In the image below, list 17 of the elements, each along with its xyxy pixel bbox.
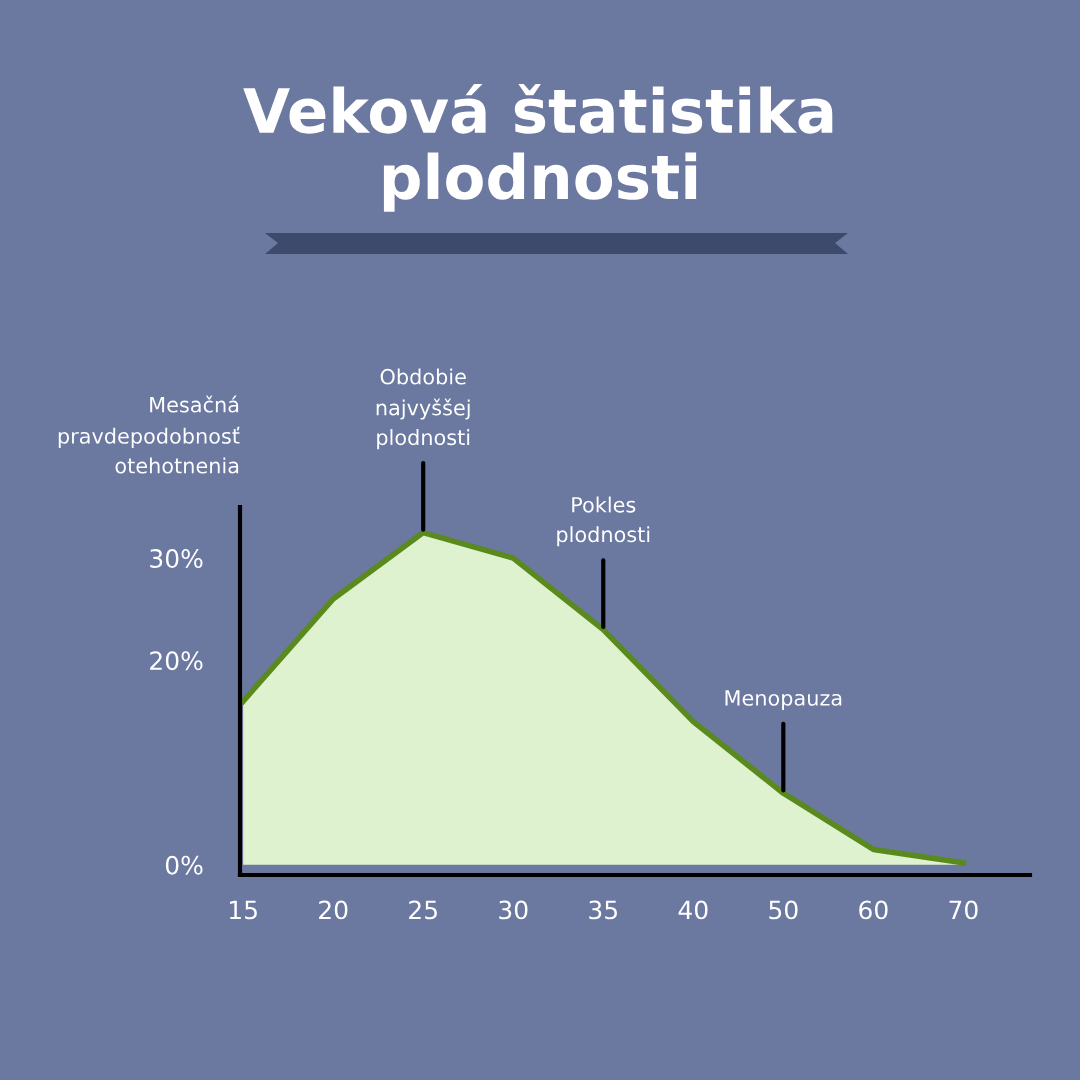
x-tick-label: 60	[859, 900, 888, 920]
x-tick-label: 70	[949, 900, 978, 920]
annotation: Obdobie najvyššej plodnosti	[376, 368, 470, 450]
y-tick-label: 20%	[150, 651, 203, 671]
x-tick-label: 20	[319, 900, 348, 920]
x-tick-label: 35	[589, 900, 617, 920]
y-axis-title: Mesačná pravdepodobnosť otehotnenia	[58, 395, 240, 474]
x-tick-label: 50	[769, 900, 798, 920]
x-tick-label: 25	[409, 900, 437, 920]
y-tick-label: 30%	[150, 549, 203, 568]
y-tick-label: 0%	[165, 855, 203, 875]
annotation: Menopauza	[725, 690, 842, 710]
x-tick-label: 15	[229, 900, 257, 920]
x-tick-label: 40	[678, 900, 708, 920]
chart-title: Veková štatistika plodnosti	[243, 83, 833, 212]
annotation: Pokles plodnosti	[557, 496, 650, 547]
x-tick-label: 30	[499, 900, 528, 920]
